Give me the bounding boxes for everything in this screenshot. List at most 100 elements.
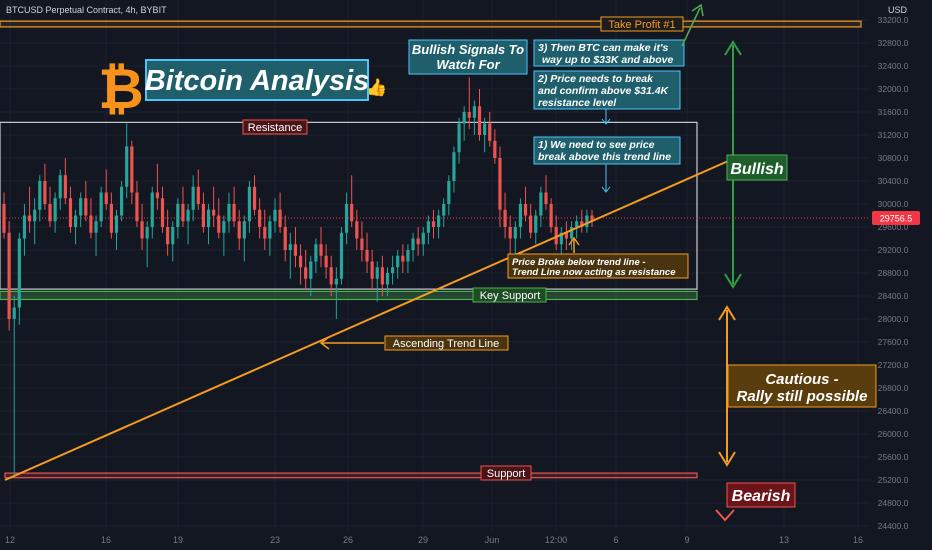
candle-body: [508, 227, 512, 239]
candle-body: [166, 227, 170, 245]
candle-body: [518, 204, 523, 227]
time-tick-label: 12: [5, 535, 15, 545]
candle-body: [529, 215, 533, 233]
time-axis[interactable]: 12 16 19 23 26 29 Jun 12:00 6 9 13 16: [5, 535, 863, 545]
candle-body: [38, 181, 42, 210]
candle-body: [314, 244, 318, 262]
candle-body: [293, 244, 298, 256]
candle-body: [232, 204, 236, 222]
candle-body: [334, 278, 338, 285]
candle-body: [431, 221, 436, 227]
key-support-label: Key Support: [480, 290, 541, 302]
candle-body: [247, 186, 252, 222]
breakout-arrow: [681, 7, 701, 47]
cautious-line-2: Rally still possible: [737, 388, 868, 405]
candle-body: [396, 255, 400, 268]
candle-body: [339, 232, 344, 279]
candle-body: [380, 267, 384, 285]
candle-body: [360, 238, 364, 250]
step-1-line-2: break above this trend line: [538, 151, 671, 163]
bullish-arrow-up-icon: [724, 40, 742, 56]
candle-body: [472, 106, 476, 118]
candle-body: [135, 192, 139, 222]
thumbs-up-icon: 👍: [366, 77, 387, 97]
price-axis[interactable]: 33200.0 32800.0 32400.0 32000.0 31600.0 31200…: [878, 15, 909, 531]
time-tick-label: 23: [270, 535, 280, 545]
time-tick-label: 9: [684, 535, 689, 545]
price-tick-label: 28800.0: [878, 268, 909, 278]
bullish-signals-box: [408, 39, 528, 75]
candle-body: [375, 267, 379, 279]
cautious-arrow-down-icon: [718, 451, 736, 467]
time-tick-label: 6: [613, 535, 618, 545]
price-broke-line-1: Price Broke below trend line -: [512, 257, 646, 268]
candle-body: [160, 198, 165, 227]
step-2-arrow-head-icon: [601, 118, 611, 125]
candle-body: [242, 221, 246, 239]
price-tick-label: 31200.0: [878, 130, 909, 140]
step-2-line-2: and confirm above $31.4K: [538, 85, 670, 97]
time-tick-label: 13: [779, 535, 789, 545]
bullish-label: Bullish: [730, 161, 784, 178]
price-tick-label: 25600.0: [878, 452, 909, 462]
bearish-box: [726, 482, 796, 508]
candle-body: [554, 227, 558, 245]
candle-body: [385, 273, 390, 285]
candle-body: [564, 232, 569, 239]
step-3-line-2: way up to $33K and above: [542, 54, 673, 66]
candles: [2, 77, 594, 478]
time-tick-label: 29: [418, 535, 428, 545]
price-tick-label: 32400.0: [878, 61, 909, 71]
candle-body: [181, 204, 185, 222]
candle-body: [22, 215, 27, 239]
svg-text:₿: ₿: [98, 57, 144, 120]
trend-line-tag: [384, 335, 509, 351]
candle-body: [252, 186, 257, 210]
candle-body: [437, 215, 441, 227]
resistance-box: [0, 121, 698, 290]
candle-body: [390, 267, 395, 273]
price-tick-label: 31600.0: [878, 107, 909, 117]
candle-body: [544, 192, 548, 204]
candle-body: [559, 232, 563, 245]
candle-body: [278, 209, 282, 227]
candle-body: [171, 227, 175, 245]
candle-body: [196, 186, 200, 204]
candle-body: [79, 198, 83, 216]
trend-line-arrow-head-icon: [319, 336, 330, 350]
take-profit-zone: [0, 20, 862, 28]
step-2-line-1: 2) Price needs to break: [537, 73, 654, 85]
candle-body: [365, 250, 369, 262]
resistance-label: Resistance: [248, 122, 302, 134]
candle-body: [483, 123, 487, 135]
candle-body: [63, 175, 67, 199]
candle-body: [120, 186, 124, 216]
candle-body: [498, 158, 502, 210]
step-2-line-3: resistance level: [538, 97, 617, 109]
take-profit-tag: [600, 16, 684, 32]
candle-body: [273, 209, 277, 222]
candle-body: [94, 221, 98, 233]
candle-body: [569, 227, 574, 239]
candle-body: [298, 255, 303, 268]
candle-body: [416, 238, 420, 245]
support-tag: [480, 465, 532, 481]
candle-body: [411, 238, 415, 250]
support-label: Support: [487, 468, 526, 480]
cautious-arrow-up-icon: [718, 305, 736, 321]
candle-body: [17, 238, 21, 308]
price-tick-label: 32000.0: [878, 84, 909, 94]
candle-body: [104, 192, 108, 204]
price-broke-arrow-head-icon: [568, 236, 580, 246]
candle-body: [406, 250, 410, 262]
last-price-label: 29756.5: [880, 214, 913, 224]
key-support-zone: [0, 290, 698, 301]
candle-body: [68, 198, 73, 227]
time-tick-label: 19: [173, 535, 183, 545]
time-tick-label: 16: [853, 535, 863, 545]
candle-body: [145, 227, 149, 239]
candle-body: [462, 112, 466, 124]
price-tick-label: 26400.0: [878, 406, 909, 416]
candle-body: [324, 255, 328, 268]
time-tick-label: 26: [343, 535, 353, 545]
